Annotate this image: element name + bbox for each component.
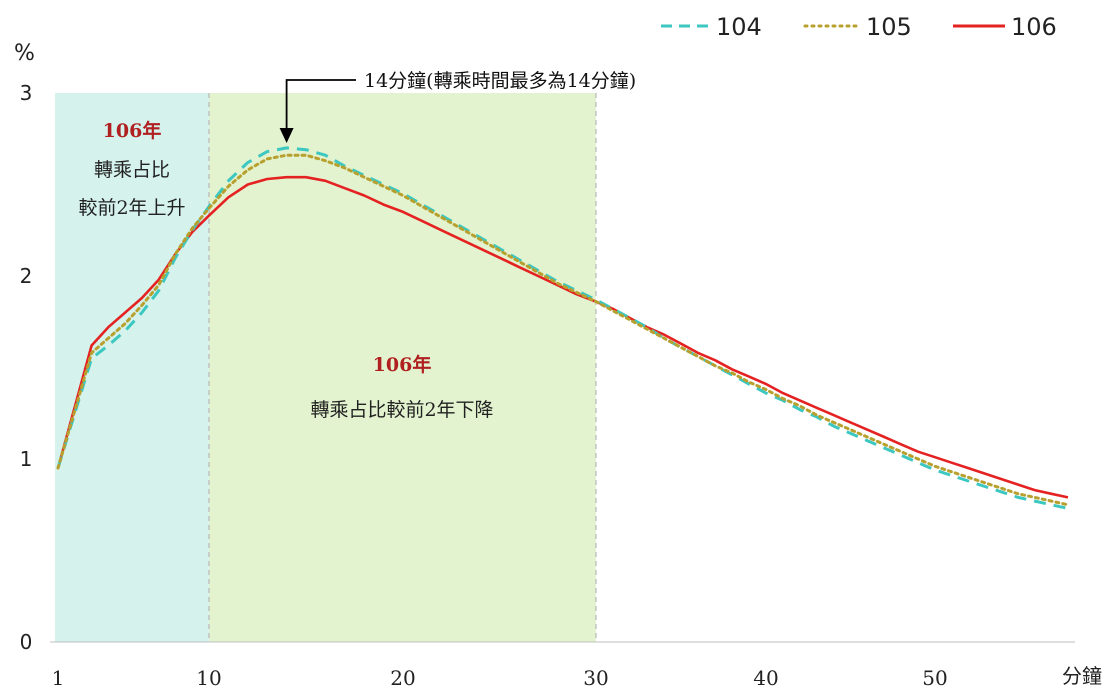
series-line-104	[56, 146, 1069, 510]
region-2-fill	[209, 93, 596, 642]
annotation-leader-line	[285, 79, 356, 132]
y-tick-label: 1	[20, 447, 33, 471]
peak-annotation: 14分鐘(轉乘時間最多為14分鐘)	[279, 70, 636, 143]
x-tick-labels: 1 10 20 30 40 50	[52, 666, 948, 690]
legend: 104 105 106	[661, 13, 1057, 41]
x-axis-label: 分鐘	[1062, 664, 1102, 688]
x-tick-label: 30	[583, 666, 608, 690]
region-1-fill	[55, 93, 209, 642]
region-borders	[208, 93, 597, 642]
x-tick-label: 1	[52, 666, 65, 690]
region-2-text: 轉乘占比較前2年下降	[310, 399, 493, 421]
y-tick-label: 3	[20, 81, 33, 105]
annotation-text: 14分鐘(轉乘時間最多為14分鐘)	[364, 70, 636, 92]
legend-label-106: 106	[1011, 13, 1057, 41]
region-1-text: 轉乘占比	[94, 159, 170, 181]
shaded-regions	[55, 93, 596, 642]
x-tick-label: 50	[922, 666, 947, 690]
series-line-105	[56, 153, 1070, 507]
region-2-title: 106年	[373, 353, 432, 376]
y-tick-labels: 0 1 2 3	[20, 81, 33, 654]
legend-label-104: 104	[716, 13, 762, 41]
annotation-arrowhead	[279, 128, 294, 143]
x-tick-label: 40	[753, 666, 778, 690]
y-tick-label: 2	[20, 264, 33, 288]
region-1-text: 較前2年上升	[78, 197, 185, 219]
y-tick-label: 0	[20, 630, 33, 654]
x-tick-label: 20	[390, 666, 415, 690]
legend-label-105: 105	[866, 13, 912, 41]
x-tick-label: 10	[196, 666, 221, 690]
region-1-title: 106年	[103, 119, 162, 142]
series-lines	[56, 146, 1070, 510]
y-axis-label: %	[14, 41, 35, 66]
